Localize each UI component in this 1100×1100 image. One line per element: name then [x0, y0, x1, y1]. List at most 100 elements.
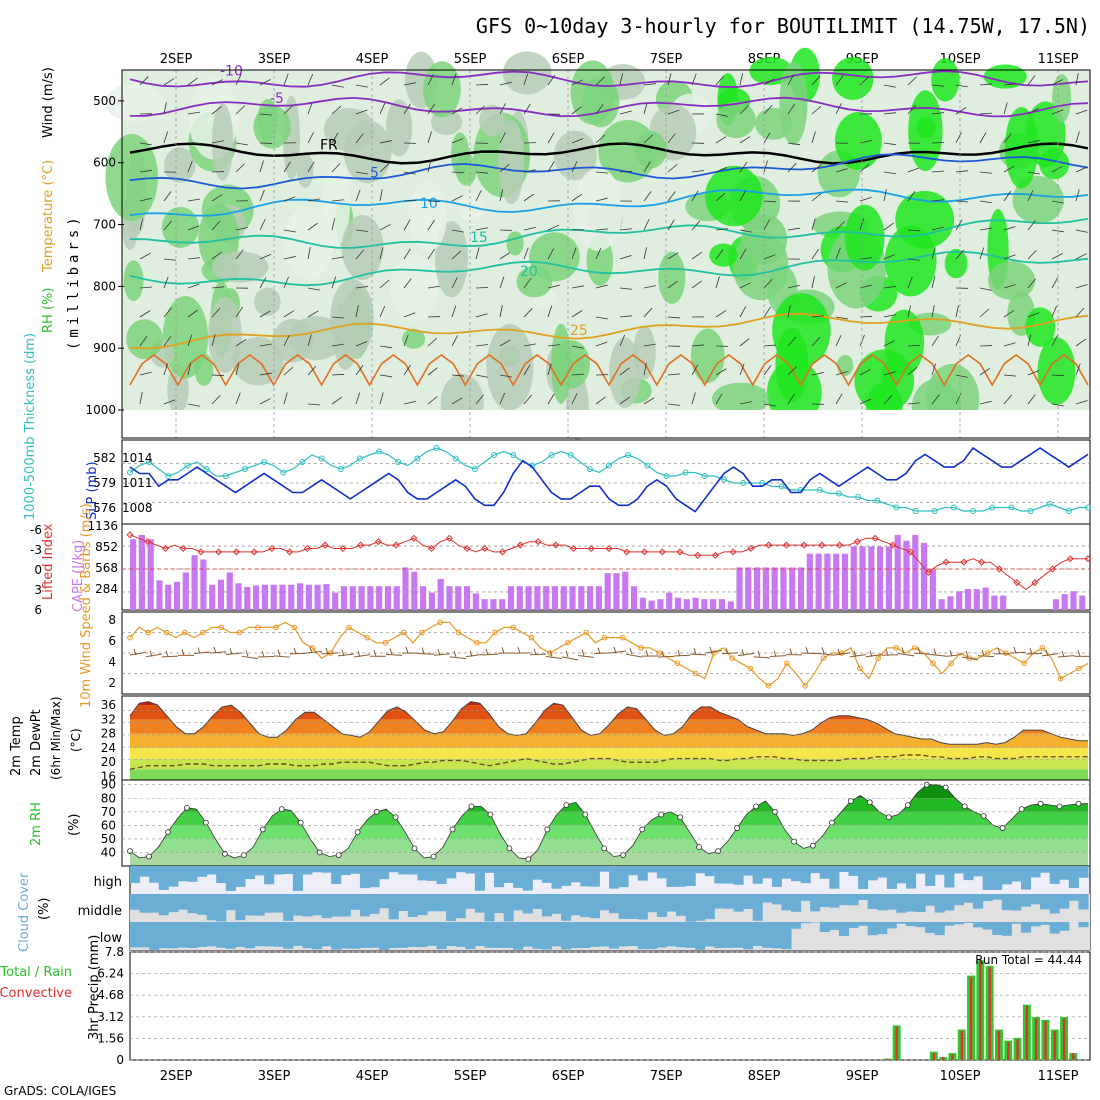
lifted-index-point	[463, 544, 471, 553]
cloud-cell	[599, 922, 610, 947]
wind-barb	[355, 229, 368, 232]
wind-barb	[1075, 284, 1088, 289]
cape-bar	[332, 592, 339, 610]
cape-bar	[261, 584, 268, 610]
rh-band	[130, 852, 1088, 866]
lifted-index-point	[428, 544, 436, 553]
wind-barb	[499, 81, 512, 86]
wind-barb	[883, 189, 887, 202]
cloud-cell	[704, 894, 715, 920]
wind-barb	[739, 190, 747, 202]
wind-barb	[931, 199, 944, 202]
wind-barb	[307, 403, 320, 406]
wind-barb	[1003, 102, 1008, 115]
rh-blob	[479, 104, 506, 137]
cloud-cell	[848, 866, 859, 876]
cloud-cell	[283, 894, 294, 921]
cloud-cell	[647, 922, 658, 949]
wind-barb	[259, 343, 272, 347]
wind-speed-point	[820, 655, 827, 661]
lifted-index-point	[268, 544, 276, 553]
cloud-cell	[992, 866, 1003, 890]
cape-bar	[279, 584, 286, 610]
wind-barb	[883, 222, 894, 231]
wind-barb	[235, 363, 240, 376]
lifted-index-point	[711, 551, 719, 559]
wind-barb-tick	[453, 650, 457, 657]
cape-bar	[455, 586, 462, 610]
wind-barb	[1003, 165, 1015, 173]
label-lifted-index: Lifted Index	[41, 523, 56, 600]
contour-label: 5	[370, 165, 379, 181]
wind-barb	[1003, 342, 1016, 347]
rh-tick: 50	[101, 832, 116, 846]
wind-barb	[787, 227, 800, 231]
wind-barb	[609, 650, 627, 654]
wind-barb	[619, 170, 633, 173]
cloud-cell	[177, 866, 188, 882]
cloud-cell	[484, 922, 495, 948]
cloud-cell	[158, 922, 169, 949]
rh-blob	[408, 180, 447, 253]
wind-barb	[643, 285, 656, 289]
wind-barb	[1075, 166, 1088, 173]
wind-barb	[139, 392, 143, 405]
cloud-cell	[513, 894, 524, 911]
wind-barb	[1075, 109, 1088, 115]
wind-barb	[811, 248, 820, 260]
wind-speed-point	[1057, 675, 1064, 682]
rh-blob	[844, 204, 885, 271]
wind-speed-point	[930, 660, 936, 667]
cape-bar	[420, 586, 427, 610]
wind-barb	[307, 310, 319, 318]
precip-convective-bar	[997, 1030, 1001, 1060]
wind-barb-tick	[933, 648, 937, 655]
slp-panel-frame	[121, 439, 1091, 525]
wind-barb-tick	[469, 650, 473, 657]
thickness-point	[165, 473, 172, 479]
label-minmax: (6hr Min/Max)	[49, 697, 63, 781]
cloud-cell	[541, 922, 553, 950]
cloud-cell	[388, 866, 399, 873]
thickness-point	[606, 462, 612, 469]
rh-point	[866, 799, 873, 806]
cloud-cell	[244, 922, 256, 949]
cloud-cell	[177, 894, 188, 910]
cloud-cell	[810, 894, 821, 912]
wind-speed-point	[565, 639, 571, 646]
wind-barb	[907, 167, 920, 173]
cloud-cell	[465, 922, 476, 950]
wind-barb	[547, 344, 560, 347]
wind-barb	[643, 161, 651, 173]
wind-barb	[283, 310, 295, 318]
cloud-cell	[676, 894, 687, 916]
lifted-index-point	[782, 541, 790, 549]
wind-barb	[451, 73, 457, 86]
wind-speed-point	[765, 683, 772, 689]
wind-barb	[403, 199, 416, 202]
thickness-point	[241, 466, 248, 472]
wind-barb	[427, 74, 434, 86]
wind-barb-tick	[1061, 650, 1065, 658]
wind-barb	[753, 656, 771, 659]
cloud-cell	[273, 922, 284, 947]
wind-barb	[619, 367, 630, 376]
wind-barb	[547, 248, 555, 260]
rh-point	[753, 803, 759, 810]
cape-bar	[885, 546, 893, 610]
cloud-cell	[992, 922, 1003, 935]
cape-bar	[165, 584, 172, 610]
rh-point	[1018, 806, 1025, 812]
lifted-index-point	[197, 548, 205, 556]
wind-barb	[667, 373, 680, 376]
thickness-point	[127, 469, 133, 476]
temp-line	[129, 701, 1088, 745]
temp-band	[130, 747, 1088, 759]
cloud-cell	[254, 922, 265, 947]
wind-barb	[787, 142, 800, 146]
precip-tick: 1.56	[97, 1031, 124, 1045]
wind-barb-tick	[853, 650, 857, 657]
cape-bar	[156, 580, 163, 610]
cloud-cell	[426, 922, 438, 946]
cloud-cell	[944, 894, 955, 911]
